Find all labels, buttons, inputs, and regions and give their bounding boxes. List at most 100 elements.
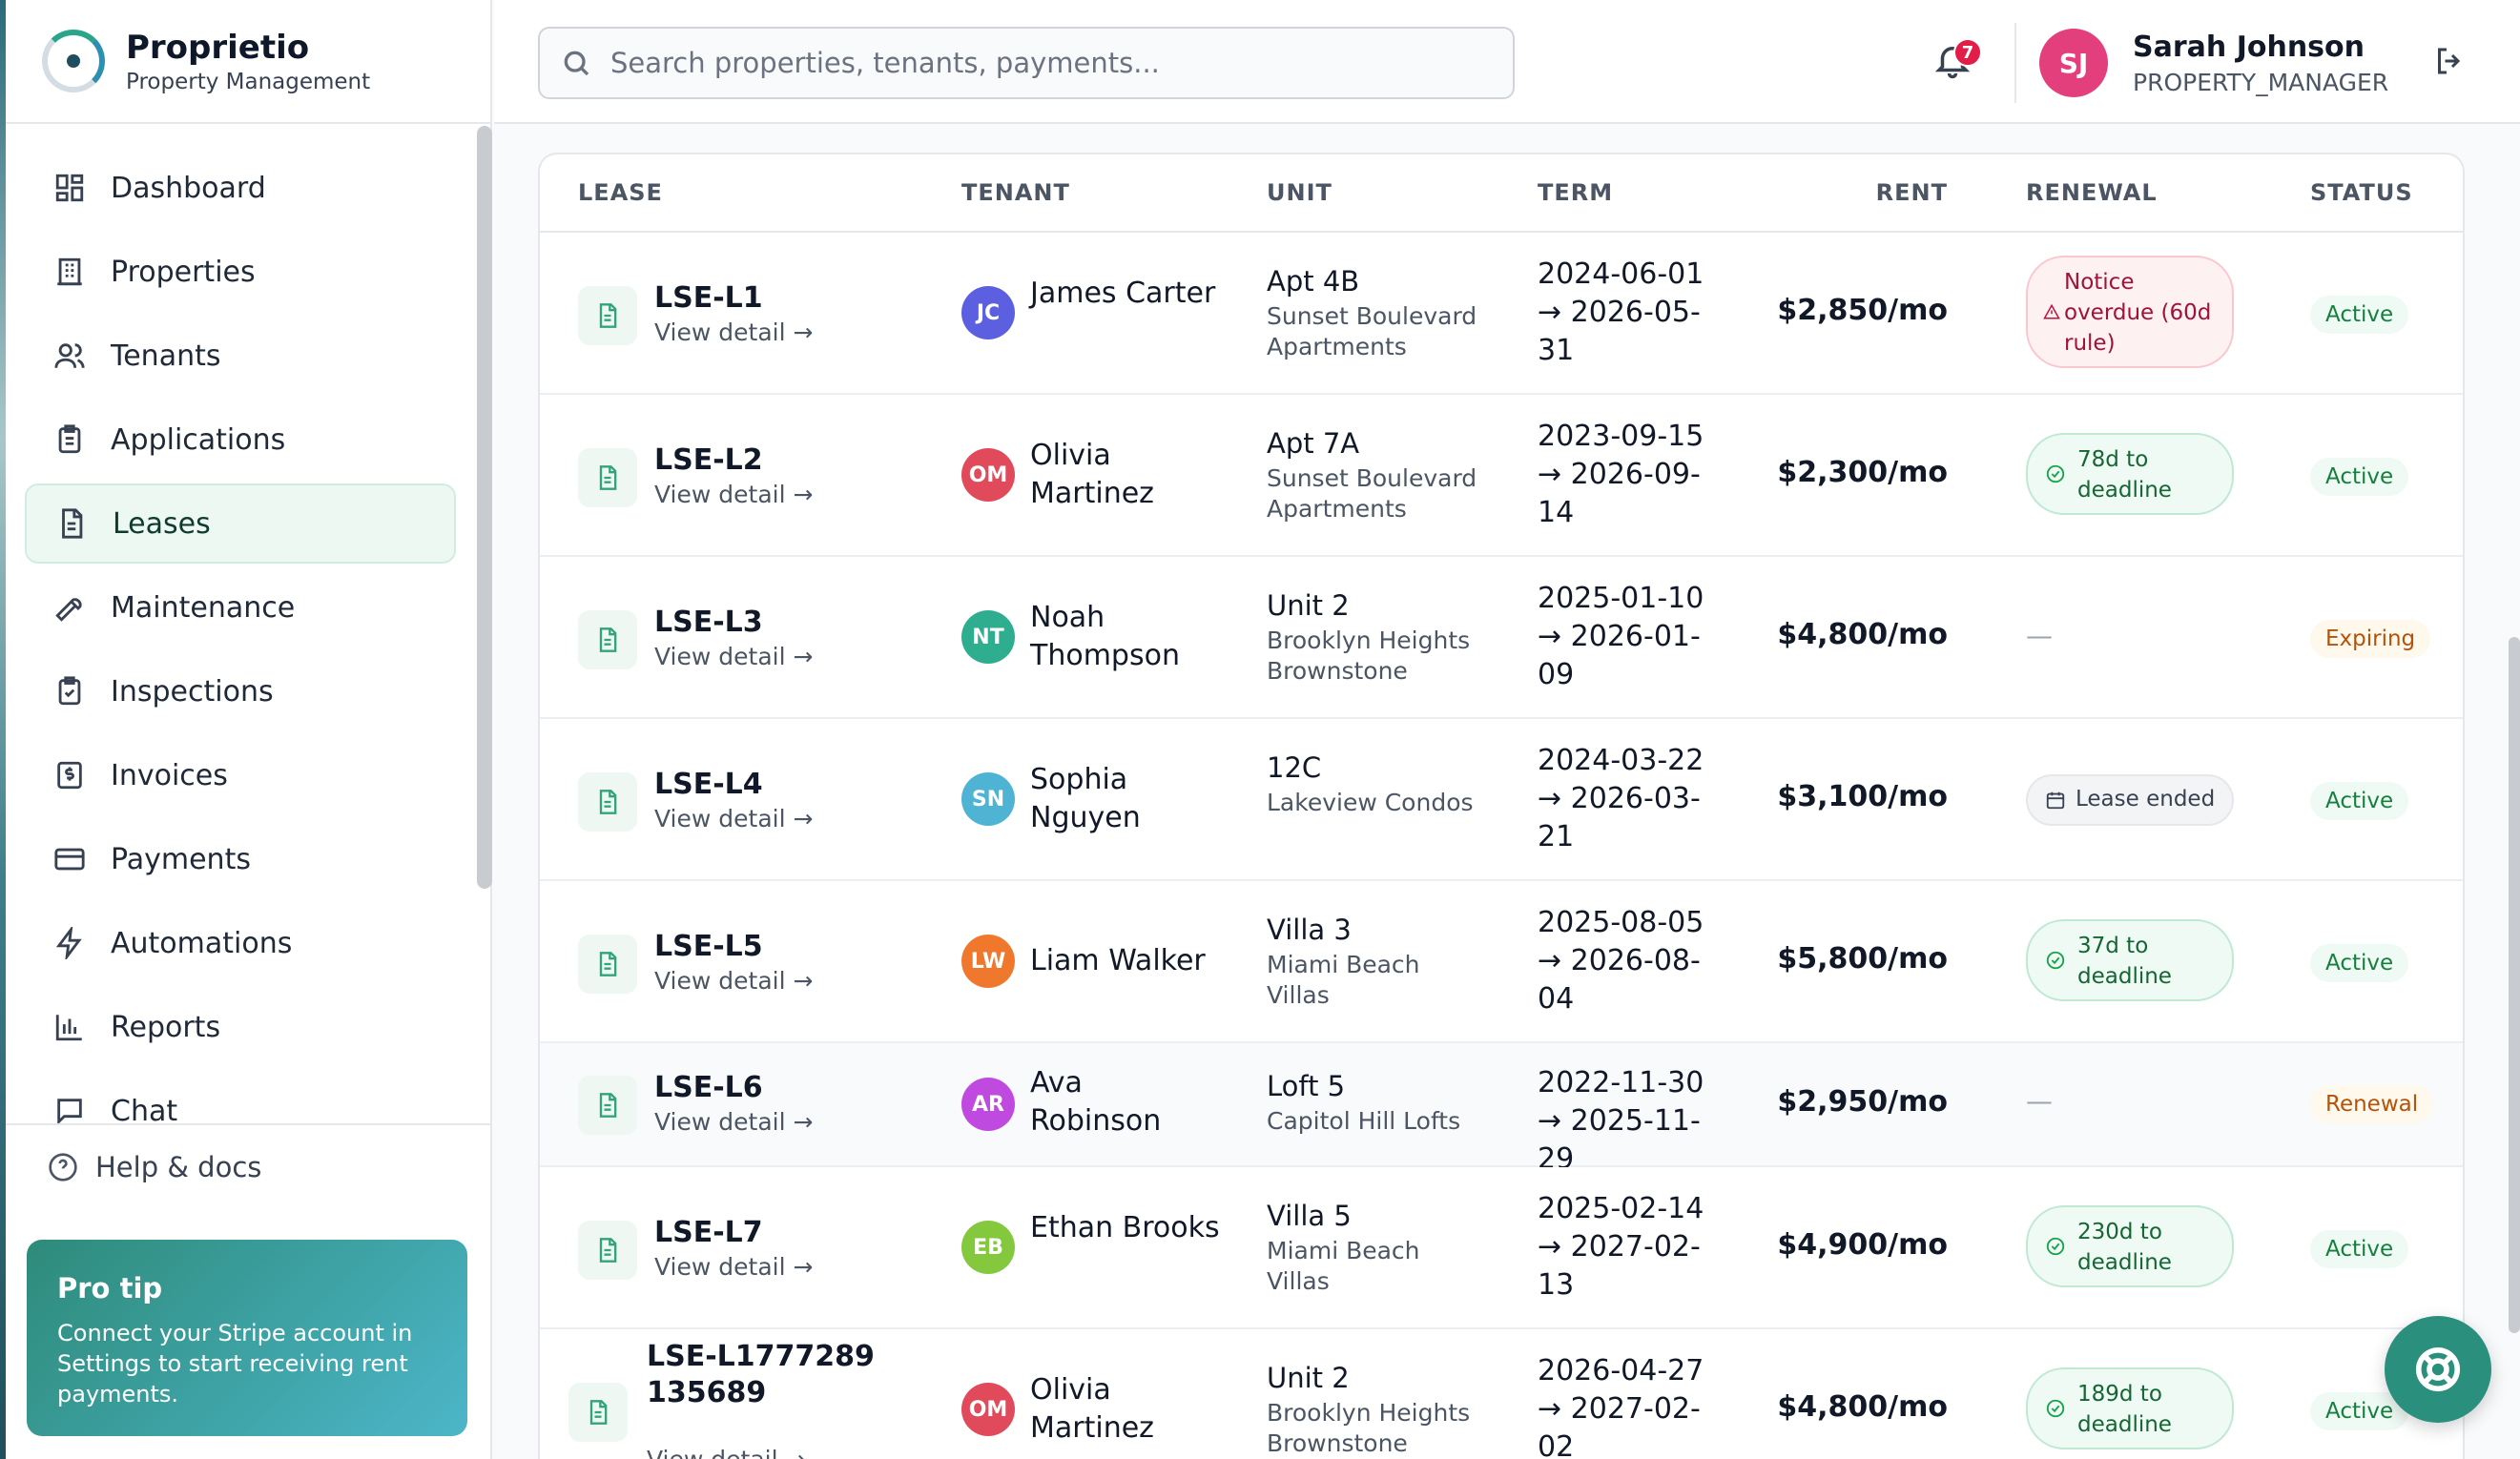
- lease-term: 2024-06-01 → 2026-05-31: [1538, 257, 1704, 367]
- rent-amount: $4,900/mo: [1777, 1228, 1948, 1262]
- rent-amount: $2,850/mo: [1777, 294, 1948, 327]
- page-scrollbar[interactable]: [2509, 637, 2520, 1333]
- tenant-name: James Carter: [1030, 277, 1216, 310]
- check-circle-icon: [2046, 1399, 2065, 1418]
- lease-term: 2023-09-15 → 2026-09-14: [1538, 420, 1704, 529]
- view-detail-link[interactable]: View detail →: [654, 643, 814, 670]
- lease-id: LSE-L3: [654, 606, 763, 639]
- sidebar-item-automations[interactable]: Automations: [25, 903, 456, 983]
- view-detail-link[interactable]: View detail →: [654, 1253, 814, 1281]
- lease-term: 2025-01-10 → 2026-01-09: [1538, 582, 1704, 691]
- tenant-avatar: EB: [961, 1221, 1015, 1274]
- credit-card-icon: [54, 848, 85, 871]
- tenant-avatar: LW: [961, 935, 1015, 988]
- view-detail-link[interactable]: View detail →: [654, 967, 814, 995]
- unit-name: Villa 3: [1267, 914, 1352, 946]
- column-unit[interactable]: UNIT: [1267, 179, 1332, 206]
- table-row[interactable]: LSE-L3 View detail → NT Noah Thompson Un…: [540, 557, 2463, 719]
- lease-term: 2025-02-14 → 2027-02-13: [1538, 1192, 1704, 1302]
- sidebar-item-inspections[interactable]: Inspections: [25, 651, 456, 731]
- lease-term: 2025-08-05 → 2026-08-04: [1538, 906, 1704, 1016]
- receipt-icon: [57, 761, 82, 790]
- sidebar-item-maintenance[interactable]: Maintenance: [25, 567, 456, 647]
- support-button[interactable]: [2385, 1316, 2491, 1423]
- unit-name: Apt 7A: [1267, 427, 1360, 460]
- renewal-text: 78d to deadline: [2077, 447, 2172, 503]
- help-docs-label: Help & docs: [95, 1151, 262, 1183]
- lease-id: LSE-L4: [654, 768, 763, 801]
- user-avatar[interactable]: SJ: [2039, 29, 2108, 97]
- column-status[interactable]: STATUS: [2310, 179, 2413, 206]
- sidebar-item-chat[interactable]: Chat: [25, 1071, 456, 1151]
- tenant-avatar: JC: [961, 286, 1015, 339]
- lease-document-icon: [578, 1076, 637, 1135]
- table-row[interactable]: LSE-L1 View detail → JC James Carter Apt…: [540, 233, 2463, 395]
- sidebar-item-invoices[interactable]: Invoices: [25, 735, 456, 815]
- logout-icon: [2438, 48, 2461, 74]
- sidebar-item-label: Properties: [111, 255, 256, 289]
- view-detail-link[interactable]: View detail →: [654, 805, 814, 832]
- column-term[interactable]: TERM: [1538, 179, 1614, 206]
- renewal-empty: —: [2026, 1085, 2053, 1117]
- search-input[interactable]: [610, 47, 1469, 79]
- sidebar-scrollbar[interactable]: [477, 126, 492, 889]
- sidebar-item-label: Chat: [111, 1094, 178, 1128]
- sidebar-item-label: Leases: [113, 506, 211, 541]
- tenant-avatar: NT: [961, 610, 1015, 664]
- table-row[interactable]: LSE-L5 View detail → LW Liam Walker Vill…: [540, 881, 2463, 1043]
- view-detail-link[interactable]: View detail →: [654, 319, 814, 346]
- table-row[interactable]: LSE-L2 View detail → OM Olivia Martinez …: [540, 395, 2463, 557]
- column-rent[interactable]: RENT: [1875, 179, 1948, 206]
- calendar-icon: [2046, 791, 2065, 810]
- search-icon: [564, 51, 589, 76]
- sidebar-item-applications[interactable]: Applications: [25, 400, 456, 480]
- status-badge: Active: [2310, 458, 2409, 496]
- table-row[interactable]: LSE-L6 View detail → AR Ava Robinson Lof…: [540, 1043, 2463, 1176]
- rent-amount: $5,800/mo: [1777, 942, 1948, 976]
- chat-icon: [57, 1099, 82, 1125]
- check-circle-icon: [2046, 1237, 2065, 1256]
- lease-document-icon: [578, 1221, 637, 1280]
- tenant-name: Olivia Martinez: [1030, 439, 1154, 510]
- view-detail-link[interactable]: View detail →: [647, 1446, 805, 1459]
- sidebar-item-reports[interactable]: Reports: [25, 987, 456, 1067]
- building-icon: [57, 257, 82, 286]
- column-tenant[interactable]: TENANT: [961, 179, 1070, 206]
- property-name: Miami Beach Villas: [1267, 951, 1420, 1009]
- sidebar-item-leases[interactable]: Leases: [25, 483, 456, 564]
- table-row[interactable]: LSE-L4 View detail → SN Sophia Nguyen 12…: [540, 719, 2463, 881]
- sidebar-item-tenants[interactable]: Tenants: [25, 316, 456, 396]
- sidebar-item-properties[interactable]: Properties: [25, 232, 456, 312]
- lease-id: LSE-L2: [654, 443, 763, 477]
- property-name: Sunset Boulevard Apartments: [1267, 464, 1477, 523]
- table-row[interactable]: LSE-L1777289135689 View detail → OM Oliv…: [540, 1329, 2463, 1459]
- lease-term: 2024-03-22 → 2026-03-21: [1538, 744, 1704, 853]
- view-detail-link[interactable]: View detail →: [654, 1108, 814, 1136]
- column-lease[interactable]: LEASE: [578, 179, 663, 206]
- pro-tip-title: Pro tip: [57, 1272, 163, 1305]
- brand[interactable]: Proprietio Property Management: [6, 0, 490, 124]
- sidebar-item-label: Automations: [111, 926, 293, 960]
- sidebar-item-payments[interactable]: Payments: [25, 819, 456, 899]
- renewal-badge: Notice overdue (60d rule): [2026, 256, 2234, 368]
- renewal-badge: 78d to deadline: [2026, 433, 2234, 515]
- view-detail-link[interactable]: View detail →: [654, 481, 814, 508]
- table-row[interactable]: LSE-L7 View detail → EB Ethan Brooks Vil…: [540, 1167, 2463, 1329]
- help-circle-icon: [49, 1153, 77, 1182]
- sidebar-item-dashboard[interactable]: Dashboard: [25, 148, 456, 228]
- tenant-name: Olivia Martinez: [1030, 1373, 1154, 1445]
- property-name: Brooklyn Heights Brownstone: [1267, 627, 1471, 685]
- lease-document-icon: [578, 772, 637, 832]
- unit-name: Unit 2: [1267, 1362, 1350, 1394]
- renewal-text: 230d to deadline: [2077, 1220, 2172, 1275]
- search-box[interactable]: [538, 27, 1515, 99]
- lease-id: LSE-L1777289135689: [647, 1340, 875, 1409]
- column-renewal[interactable]: RENEWAL: [2026, 179, 2158, 206]
- notifications-button[interactable]: 7: [1932, 38, 1982, 88]
- property-name: Brooklyn Heights Brownstone: [1267, 1399, 1471, 1457]
- lease-document-icon: [568, 1383, 628, 1442]
- help-docs-link[interactable]: Help & docs: [6, 1123, 492, 1209]
- logout-button[interactable]: [2432, 44, 2470, 82]
- lease-id: LSE-L1: [654, 281, 763, 315]
- pro-tip-text: Connect your Stripe account in Settings …: [57, 1320, 413, 1408]
